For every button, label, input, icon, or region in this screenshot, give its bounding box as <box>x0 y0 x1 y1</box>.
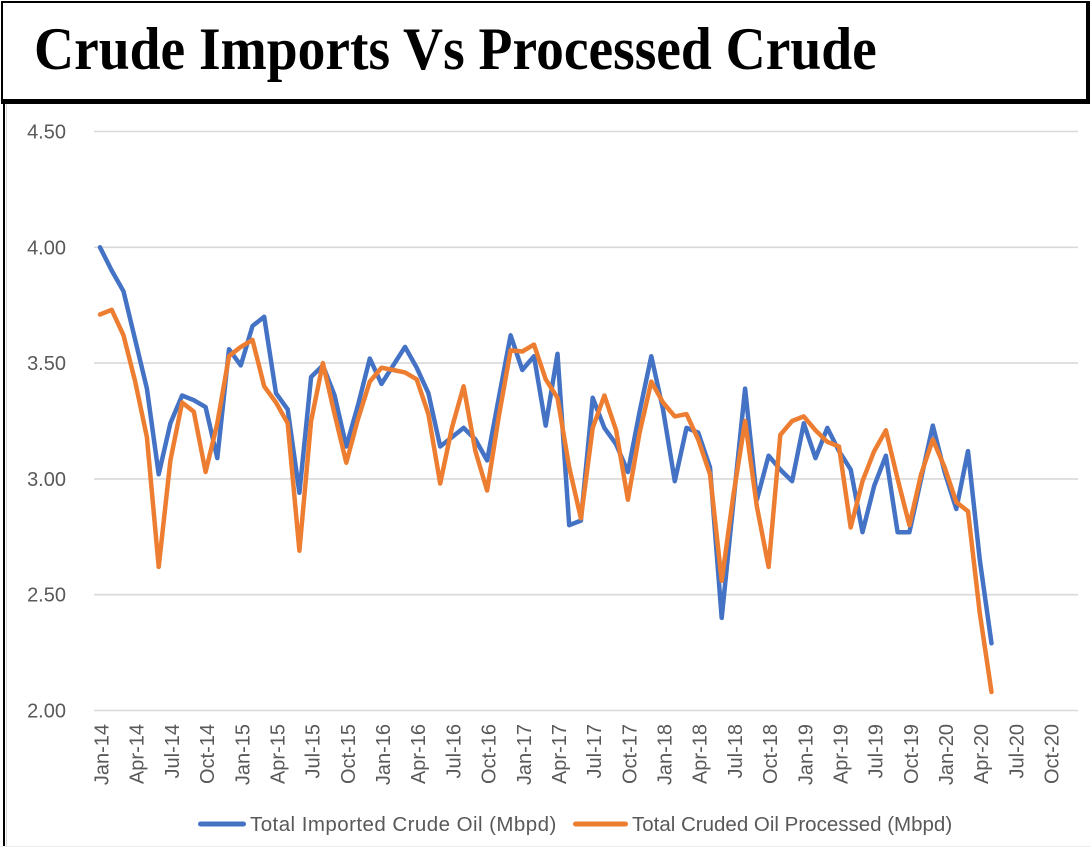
svg-text:Apr-17: Apr-17 <box>549 724 571 784</box>
svg-text:Oct-18: Oct-18 <box>760 724 782 784</box>
svg-text:Total Imported Crude Oil (Mbpd: Total Imported Crude Oil (Mbpd) <box>250 813 557 836</box>
svg-text:Apr-16: Apr-16 <box>408 724 430 784</box>
svg-text:Jan-16: Jan-16 <box>373 724 395 785</box>
svg-text:Jul-16: Jul-16 <box>443 724 465 778</box>
svg-text:3.50: 3.50 <box>27 353 66 375</box>
svg-text:Jul-17: Jul-17 <box>584 724 606 778</box>
svg-text:Apr-14: Apr-14 <box>127 724 149 784</box>
svg-text:4.00: 4.00 <box>27 237 66 259</box>
svg-text:Total Cruded Oil Processed (Mb: Total Cruded Oil Processed (Mbpd) <box>632 813 952 836</box>
svg-text:Jan-14: Jan-14 <box>92 724 114 785</box>
svg-text:Jul-18: Jul-18 <box>725 724 747 778</box>
svg-text:3.00: 3.00 <box>27 469 66 491</box>
svg-text:Oct-19: Oct-19 <box>901 724 923 784</box>
svg-text:Jul-15: Jul-15 <box>303 724 325 778</box>
svg-text:Jan-19: Jan-19 <box>795 724 817 785</box>
svg-text:Jan-18: Jan-18 <box>655 724 677 785</box>
svg-text:Apr-15: Apr-15 <box>268 724 290 784</box>
svg-text:Oct-16: Oct-16 <box>479 724 501 784</box>
svg-text:2.00: 2.00 <box>27 701 66 723</box>
svg-text:Oct-14: Oct-14 <box>197 724 219 784</box>
svg-text:Oct-20: Oct-20 <box>1042 724 1064 784</box>
svg-text:Jan-15: Jan-15 <box>232 724 254 785</box>
svg-text:Jul-20: Jul-20 <box>1006 724 1028 778</box>
svg-text:Oct-15: Oct-15 <box>338 724 360 784</box>
svg-text:Jan-17: Jan-17 <box>514 724 536 785</box>
svg-text:Jul-14: Jul-14 <box>162 724 184 778</box>
svg-text:Jan-20: Jan-20 <box>936 724 958 785</box>
svg-text:Apr-18: Apr-18 <box>690 724 712 784</box>
svg-text:2.50: 2.50 <box>27 585 66 607</box>
svg-text:Oct-17: Oct-17 <box>619 724 641 784</box>
svg-text:Apr-20: Apr-20 <box>971 724 993 784</box>
svg-text:4.50: 4.50 <box>27 122 66 144</box>
svg-text:Jul-19: Jul-19 <box>866 724 888 778</box>
svg-text:Apr-19: Apr-19 <box>831 724 853 784</box>
